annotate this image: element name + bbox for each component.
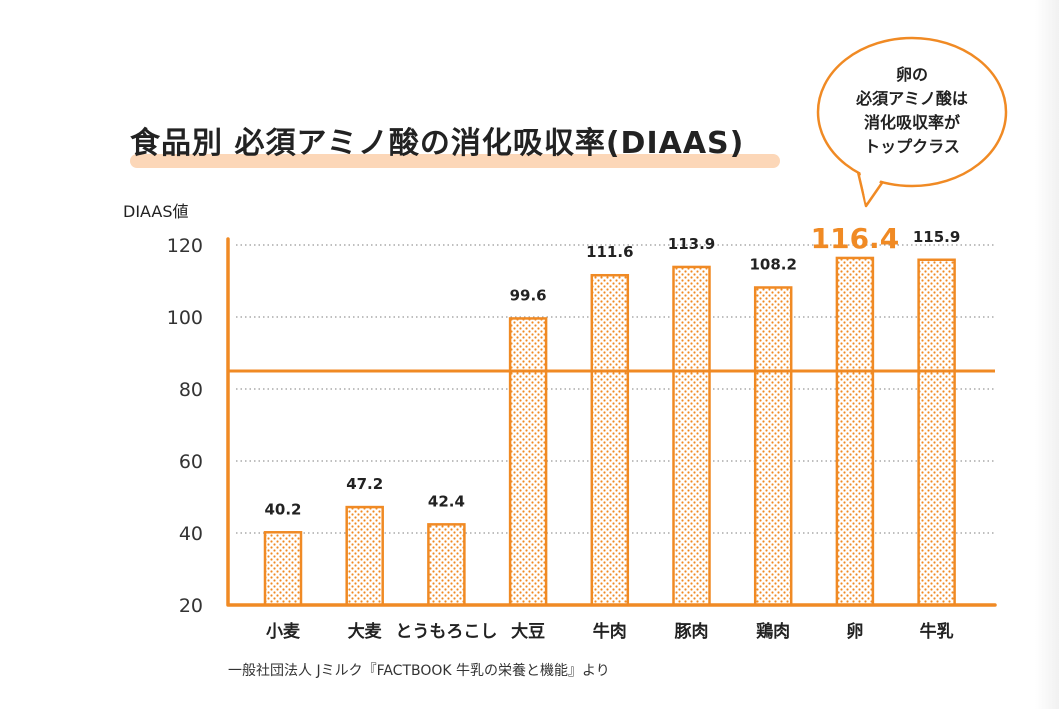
bubble-line: トップクラス [864, 137, 960, 156]
chart-title-block: 食品別 必須アミノ酸の消化吸収率(DIAAS) [130, 118, 780, 168]
y-tick-label: 40 [179, 523, 203, 545]
x-tick-label: 牛乳 [920, 621, 954, 642]
data-label: 40.2 [264, 500, 301, 518]
x-tick-label: とうもろこし [395, 622, 497, 642]
y-tick-label: 100 [167, 307, 203, 329]
x-tick-label: 大豆 [511, 621, 545, 642]
bar [427, 523, 466, 607]
x-tick-label: 卵 [846, 621, 863, 642]
data-label: 111.6 [586, 243, 633, 261]
axes [226, 237, 997, 607]
data-label: 113.9 [668, 235, 715, 253]
page-edge-shadow [1035, 0, 1059, 709]
speech-bubble [816, 36, 1008, 208]
bar [835, 256, 875, 607]
bar [590, 273, 630, 607]
bubble-line: 消化吸収率が [863, 113, 960, 132]
data-label: 115.9 [913, 228, 960, 246]
y-axis-label: DIAAS値 [123, 202, 189, 221]
data-label: 42.4 [428, 492, 465, 510]
bar [345, 505, 384, 607]
x-tick-label: 牛肉 [593, 621, 627, 642]
data-label: 108.2 [749, 255, 796, 273]
bar [917, 258, 956, 607]
bar [263, 531, 303, 607]
data-label: 116.4 [811, 222, 900, 255]
x-tick-label: 鶏肉 [756, 621, 790, 642]
y-tick-label: 80 [179, 379, 203, 401]
y-tick-label: 120 [167, 235, 203, 257]
x-tick-label: 豚肉 [675, 621, 709, 642]
bar [508, 317, 548, 607]
bubble-line: 卵の [895, 65, 928, 84]
y-tick-label: 60 [179, 451, 203, 473]
bar [672, 265, 711, 607]
x-tick-label: 小麦 [266, 621, 301, 642]
chart-title: 食品別 必須アミノ酸の消化吸収率(DIAAS) [130, 126, 745, 161]
bubble-line: 必須アミノ酸は [856, 89, 968, 108]
title-highlight [130, 154, 780, 168]
bubble-annotation: 卵の 必須アミノ酸は 消化吸収率が トップクラス [822, 63, 1002, 159]
x-tick-label: 大麦 [348, 621, 383, 642]
bar [753, 286, 793, 607]
y-tick-label: 20 [179, 595, 203, 617]
source-note: 一般社団法人 Jミルク『FACTBOOK 牛乳の栄養と機能』より [228, 663, 610, 679]
data-label: 47.2 [346, 475, 383, 493]
data-label: 99.6 [510, 286, 547, 304]
